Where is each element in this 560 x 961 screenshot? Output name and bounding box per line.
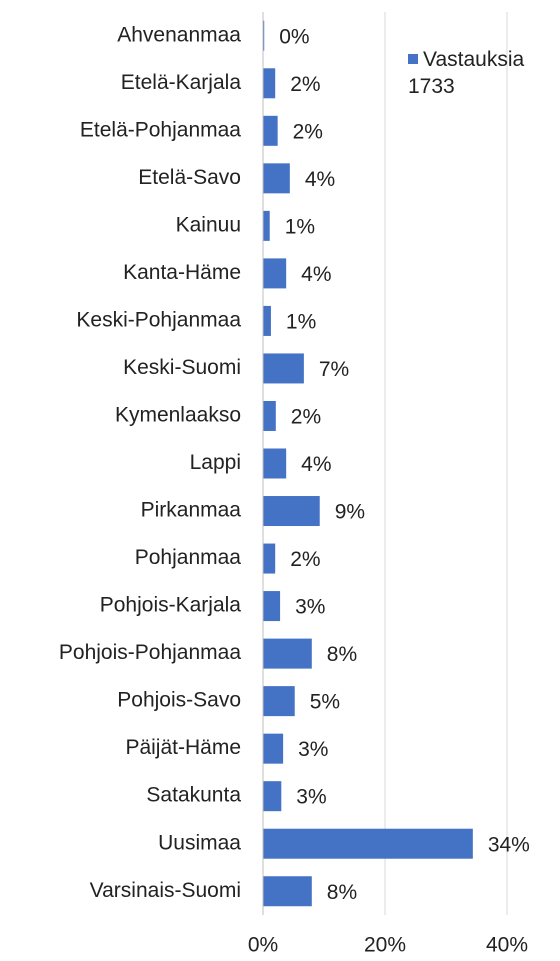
value-label: 4% (301, 263, 331, 286)
bar (263, 876, 312, 907)
y-tick-label: Pohjois-Karjala (100, 594, 242, 617)
x-tick-label: 20% (364, 934, 406, 957)
value-label: 8% (327, 643, 357, 666)
bar (263, 448, 287, 479)
y-tick-label: Kymenlaakso (115, 404, 241, 427)
legend-swatch (408, 54, 418, 64)
bar (263, 686, 295, 717)
value-label: 7% (319, 358, 349, 381)
bar (263, 638, 312, 669)
bar (263, 496, 320, 527)
bar (263, 20, 265, 51)
y-tick-label: Ahvenanmaa (117, 23, 241, 46)
value-label: 4% (305, 168, 335, 191)
bar (263, 353, 304, 384)
value-label: 2% (293, 120, 323, 143)
value-label: 4% (301, 453, 331, 476)
value-label: 9% (335, 501, 365, 524)
value-label: 8% (327, 881, 357, 904)
value-label: 0% (279, 25, 309, 48)
x-tick-label: 40% (486, 934, 528, 957)
bar (263, 400, 276, 431)
y-tick-label: Pohjanmaa (135, 546, 242, 569)
y-tick-label: Päijät-Häme (125, 736, 241, 759)
y-tick-label: Pohjois-Savo (117, 689, 241, 712)
y-tick-label: Keski-Pohjanmaa (76, 308, 241, 331)
y-tick-label: Kainuu (176, 213, 241, 236)
y-tick-label: Etelä-Savo (138, 166, 241, 189)
y-tick-label: Uusimaa (158, 831, 241, 854)
value-label: 2% (290, 73, 320, 96)
y-tick-label: Pohjois-Pohjanmaa (59, 641, 241, 664)
bar (263, 210, 270, 241)
y-tick-label: Pirkanmaa (141, 499, 242, 522)
y-tick-label: Kanta-Häme (123, 261, 241, 284)
value-label: 3% (298, 738, 328, 761)
y-tick-label: Etelä-Karjala (121, 71, 242, 94)
y-tick-label: Etelä-Pohjanmaa (80, 118, 241, 141)
bar (263, 258, 287, 289)
bar (263, 733, 284, 764)
y-tick-label: Lappi (190, 451, 241, 474)
bar (263, 115, 278, 146)
bar (263, 305, 271, 336)
value-label: 1% (286, 310, 316, 333)
value-label: 1% (285, 215, 315, 238)
bar (263, 828, 473, 859)
y-tick-label: Satakunta (146, 784, 241, 807)
y-tick-label: Varsinais-Suomi (90, 879, 241, 902)
bar (263, 68, 276, 99)
bar (263, 781, 282, 812)
value-label: 3% (296, 786, 326, 809)
legend: Vastauksia 1733 (408, 46, 558, 100)
value-label: 2% (291, 406, 321, 429)
bar (263, 591, 281, 622)
bar (263, 543, 276, 574)
value-label: 3% (295, 596, 325, 619)
value-label: 2% (290, 548, 320, 571)
value-label: 34% (488, 833, 530, 856)
bar (263, 163, 290, 194)
y-tick-label: Keski-Suomi (123, 356, 241, 379)
legend-label: Vastauksia 1733 (408, 48, 525, 98)
value-label: 5% (310, 691, 340, 714)
x-tick-label: 0% (248, 934, 278, 957)
